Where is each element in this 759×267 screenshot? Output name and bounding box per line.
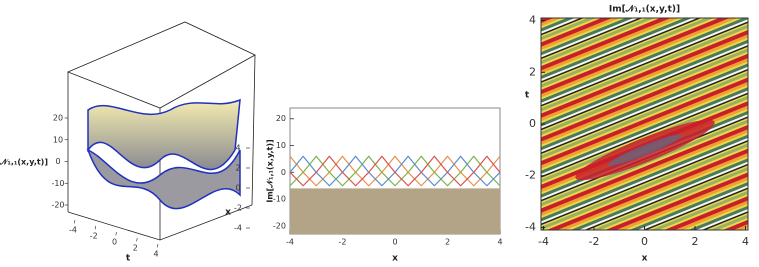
y-tick-label: 0	[529, 117, 536, 130]
y-tick-label: -20	[273, 221, 286, 230]
x-tick-label: -4	[538, 235, 549, 248]
y-tick-label: 20	[276, 114, 286, 123]
x-tick-label: 4	[497, 238, 502, 247]
tick-label: -4	[69, 226, 77, 235]
y-tick-label: -2	[525, 169, 536, 182]
x-tick-label: 0	[392, 238, 397, 247]
tick-label: 2	[235, 164, 240, 173]
tick-label: 4	[153, 250, 158, 259]
axis-label: Im[𝒩₁,₁(x,y,t)]	[0, 158, 48, 167]
x-tick-label: 2	[691, 235, 698, 248]
line	[289, 155, 501, 187]
tick-label: -4	[234, 224, 242, 233]
line	[289, 155, 501, 187]
tick-label: 10	[53, 135, 63, 144]
tick-label: -10	[51, 179, 64, 188]
y-tick-label: -10	[273, 195, 286, 204]
density-field	[541, 18, 748, 230]
axis-label: x	[392, 254, 398, 264]
tick-label: 0	[235, 184, 240, 193]
axis-label: x	[225, 208, 231, 218]
x-tick-label: 4	[742, 235, 749, 248]
surface-front	[86, 148, 241, 210]
tick-label: -20	[51, 201, 64, 210]
x-tick-label: -2	[339, 238, 347, 247]
y-tick-label: 10	[276, 141, 286, 150]
y-tick-label: 0	[281, 168, 286, 177]
tick-label: 0	[112, 238, 117, 247]
line	[289, 155, 501, 187]
line	[289, 155, 501, 187]
y-tick-label: 2	[529, 65, 536, 78]
y-tick-label: 4	[529, 14, 536, 27]
axis-label: t	[126, 254, 131, 264]
tick-mark	[115, 231, 117, 236]
tick-label: -2	[234, 204, 242, 213]
tick-mark	[94, 225, 97, 230]
tick-label: -2	[90, 232, 98, 241]
y-tick-label: -4	[525, 220, 536, 233]
chart-title: Im[𝒩₁,₁(x,y,t)]	[609, 5, 680, 15]
x-tick-label: 0	[641, 235, 648, 248]
axis-label: t	[525, 91, 530, 101]
surface	[87, 98, 241, 171]
x-tick-label: -4	[286, 238, 294, 247]
x-tick-label: -2	[589, 235, 600, 248]
tick-label: 4	[235, 144, 240, 153]
tick-label: 20	[53, 114, 63, 123]
x-tick-label: 2	[445, 238, 450, 247]
axis-label: Im[𝒩₁,₁(x,y,t)]	[266, 139, 275, 202]
tick-mark	[136, 237, 138, 242]
tick-label: 0	[55, 157, 60, 166]
tick-mark	[74, 219, 76, 224]
tick-label: 2	[133, 244, 138, 253]
axis-label: x	[642, 254, 648, 264]
tick-mark	[157, 243, 159, 248]
area	[290, 188, 500, 234]
